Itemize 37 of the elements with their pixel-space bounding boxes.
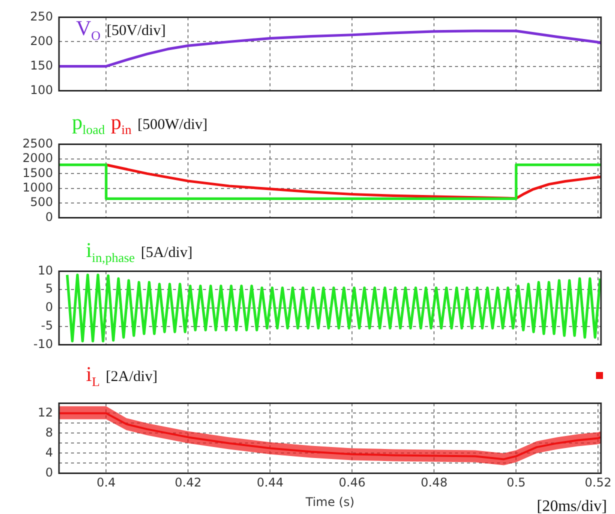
x-tick-label: 0.52 bbox=[584, 476, 612, 490]
annotation: [50V/div] bbox=[106, 23, 166, 39]
y-tick-label: 4 bbox=[45, 445, 53, 460]
y-tick-label: 0 bbox=[45, 465, 53, 480]
y-tick-label: 0 bbox=[45, 300, 53, 314]
y-tick-label: 5 bbox=[45, 282, 53, 296]
text: [500W/div] bbox=[138, 117, 208, 133]
y-tick-label: 2000 bbox=[22, 151, 53, 166]
y-tick-label: 8 bbox=[45, 425, 53, 440]
text: [2A/div] bbox=[106, 369, 158, 385]
y-tick-label: 2500 bbox=[22, 136, 53, 150]
x-tick-label: 0.42 bbox=[174, 476, 202, 490]
y-tick-label: 10 bbox=[38, 263, 53, 278]
y-tick-label: 0 bbox=[45, 210, 53, 224]
x-axis-title: Time (s) bbox=[304, 494, 354, 509]
y-tick-label: 100 bbox=[30, 82, 53, 97]
x-tick-label: 0.5 bbox=[506, 476, 526, 490]
y-tick-label: 250 bbox=[30, 9, 53, 24]
series-label: p$_{in}$ bbox=[110, 110, 132, 138]
x-tick-label: 0.44 bbox=[256, 476, 284, 490]
y-tick-label: 500 bbox=[30, 195, 53, 210]
series-label: V$_{O}$ bbox=[76, 16, 101, 44]
y-tick-label: 150 bbox=[30, 58, 53, 72]
series-label: p$_{load}$ bbox=[72, 110, 105, 138]
x-tick-label: 0.4 bbox=[96, 476, 116, 490]
text: [5A/div] bbox=[140, 245, 192, 261]
y-tick-label: 1000 bbox=[22, 180, 53, 194]
y-tick-label: 200 bbox=[30, 34, 53, 48]
y-tick-label: 12 bbox=[38, 405, 53, 420]
series-label: i$_{L}$ bbox=[86, 362, 100, 390]
y-tick-label: 1500 bbox=[22, 166, 53, 180]
text: [20ms/div] bbox=[536, 498, 607, 514]
y-tick-label: -5 bbox=[41, 318, 53, 333]
series-label: i$_{in,phase}$ bbox=[86, 238, 135, 266]
y-tick-label: -10 bbox=[33, 336, 53, 351]
x-tick-label: 0.46 bbox=[338, 476, 366, 490]
x-tick-label: 0.48 bbox=[420, 476, 448, 490]
